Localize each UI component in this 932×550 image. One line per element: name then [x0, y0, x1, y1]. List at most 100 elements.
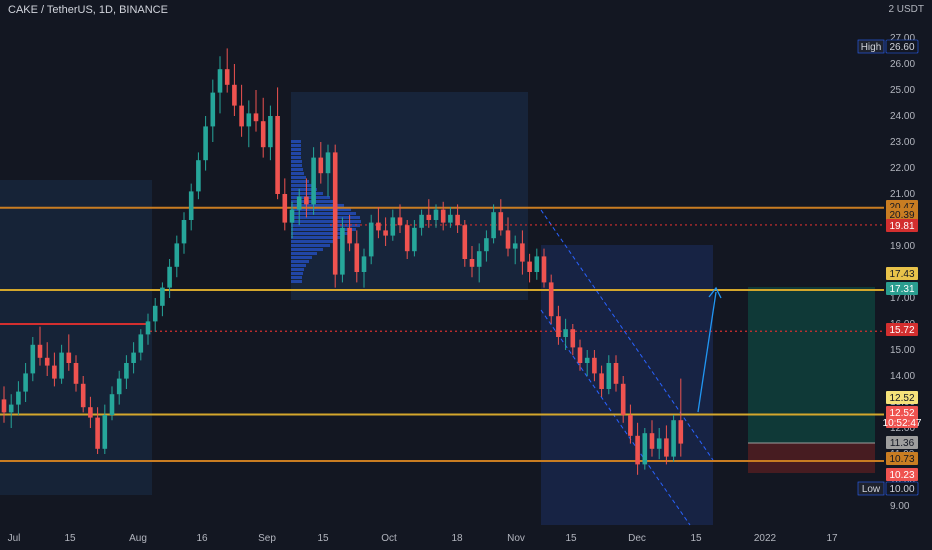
candle-body [592, 357, 597, 374]
price-badge-value: 26.60 [889, 42, 914, 53]
volume-profile-bar [291, 160, 302, 163]
candle-body [23, 373, 28, 392]
candle-body [174, 243, 180, 267]
candle-body [383, 230, 388, 236]
price-badge-value: 10.23 [889, 470, 914, 481]
price-badge-value: 12.52 [889, 408, 914, 419]
candle-body [354, 243, 360, 272]
candle-body [152, 305, 158, 322]
badge-label: Low [862, 484, 881, 495]
candle-body [116, 378, 122, 395]
volume-profile-bar [291, 176, 306, 179]
candle-body [635, 435, 640, 465]
candle-body [311, 157, 316, 205]
candle-body [52, 365, 57, 379]
price-badge [886, 452, 918, 465]
candle-body [30, 344, 36, 374]
target-arrow-line [697, 291, 717, 413]
price-badge [886, 282, 918, 295]
volume-profile-bar [291, 204, 344, 207]
range-box-left [0, 180, 152, 495]
long-position-loss-zone [748, 443, 875, 473]
annotation-boxes [0, 92, 875, 525]
candle-body [577, 347, 583, 363]
price-badge [886, 391, 918, 404]
candle-body [397, 217, 403, 226]
candle-body [390, 217, 396, 236]
price-badge-value: 15.72 [889, 325, 914, 336]
y-tick-label: 9.00 [890, 501, 910, 512]
volume-profile-bar [291, 148, 301, 151]
y-tick-label: 17.00 [890, 293, 915, 304]
badge-label: High [861, 42, 882, 53]
candle-body [469, 259, 475, 267]
candle-body [462, 225, 468, 259]
candle-body [37, 344, 43, 358]
price-badge [886, 436, 918, 449]
candle-body [491, 212, 496, 239]
candle-body [232, 84, 237, 106]
long-position-profit-zone [748, 287, 875, 443]
candle-body [527, 261, 532, 272]
candle-body [678, 420, 684, 444]
price-badge [886, 468, 918, 481]
volume-profile-bar [291, 208, 351, 211]
candle-body [246, 113, 252, 127]
y-tick-label: 19.00 [890, 241, 915, 252]
y-tick-label: 12.00 [890, 423, 915, 434]
candle-body [80, 383, 86, 408]
volume-profile-bar [291, 168, 303, 171]
candle-body [181, 220, 187, 244]
candle-body [138, 334, 144, 353]
volume-profile-bar [291, 180, 309, 183]
price-badge [886, 208, 918, 221]
price-badge-value: 11.36 [890, 438, 915, 449]
y-tick-label: 14.00 [890, 371, 915, 382]
y-tick-label: 21.00 [890, 189, 915, 200]
candle-body [433, 209, 439, 220]
price-badge [886, 267, 918, 280]
candle-body [476, 251, 482, 267]
volume-profile-bar [291, 144, 301, 147]
candle-body [167, 266, 172, 288]
candle-body [347, 227, 352, 244]
price-badge [886, 219, 918, 232]
x-tick-label: 16 [196, 533, 208, 544]
candle-body [613, 363, 619, 384]
price-unit: 2 USDT [888, 4, 924, 15]
candle-body [131, 352, 136, 363]
x-tick-label: Aug [129, 533, 147, 544]
candle-body [160, 287, 165, 306]
volume-profile-bar [291, 256, 312, 259]
candle-body [109, 394, 115, 415]
price-badge-value: 12.52 [889, 393, 914, 404]
y-tick-label: 27.00 [890, 33, 915, 44]
x-tick-label: Dec [628, 533, 646, 544]
candle-body [412, 227, 417, 252]
price-badge [885, 39, 919, 54]
volume-profile-bar [291, 224, 360, 227]
y-tick-label: 22.00 [890, 163, 915, 174]
price-badge [885, 481, 919, 496]
candle-body [498, 212, 504, 231]
candle-body [318, 157, 324, 174]
price-badge-timer: 10:52:47 [883, 418, 922, 429]
volume-profile-bar [291, 248, 323, 251]
price-badge-value: 20.39 [889, 210, 914, 221]
candle-body [628, 415, 633, 436]
volume-profile-bar [291, 280, 302, 283]
volume-profile-bar [291, 196, 330, 199]
candle-body [289, 209, 295, 223]
volume-profile-bar [291, 212, 356, 215]
range-box-middle [291, 92, 528, 300]
volume-profile-bar [291, 268, 304, 271]
candle-body [620, 383, 626, 415]
candle-body [88, 407, 93, 418]
volume-profile-bar [291, 272, 303, 275]
x-tick-label: Nov [507, 533, 525, 544]
candle-body [541, 256, 547, 283]
candle-body [520, 243, 525, 262]
volume-profile-bar [291, 184, 312, 187]
volume-profile-bar [291, 172, 304, 175]
